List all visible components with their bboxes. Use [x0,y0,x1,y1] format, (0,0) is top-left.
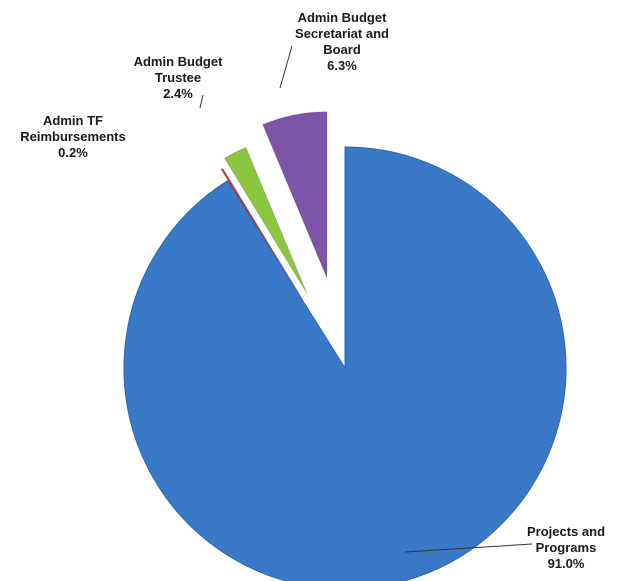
leader-lines [199,45,533,553]
slice-percent: 0.2% [58,145,88,160]
pie-slice-admin-tf-reimbursements [220,167,302,297]
slice-label-line: Admin TF [43,113,103,128]
slice-label-line: Admin Budget [298,10,387,25]
slice-percent: 2.4% [163,86,193,101]
slice-label-line: Projects and [527,524,605,539]
slice-label-admin-budget-secretariat-and-board: Admin Budget Secretariat and Board 6.3% [295,10,389,73]
slice-label-admin-tf-reimbursements: Admin TF Reimbursements 0.2% [20,113,125,160]
slice-label-projects-and-programs: Projects and Programs 91.0% [527,524,605,571]
slice-label-line: Programs [536,540,597,555]
slice-label-line: Board [323,42,361,57]
slice-percent: 91.0% [548,556,585,571]
leader-line-projects-and-programs [404,543,533,553]
pie-slices [123,111,567,581]
slice-labels: Projects and Programs 91.0% Admin TF Reimbur… [20,10,605,571]
slice-percent: 6.3% [327,58,357,73]
slice-label-admin-budget-trustee: Admin Budget Trustee 2.4% [134,54,223,101]
slice-label-line: Admin Budget [134,54,223,69]
pie-slice-projects-and-programs [123,146,567,581]
slice-label-line: Trustee [155,70,201,85]
leader-line-admin-budget-secretariat-and-board [279,45,293,89]
pie-slice-admin-budget-secretariat-and-board [262,111,328,278]
leader-line-admin-budget-trustee [199,94,204,109]
slice-label-line: Secretariat and [295,26,389,41]
pie-slice-admin-budget-trustee [223,146,308,294]
slice-label-line: Reimbursements [20,129,125,144]
